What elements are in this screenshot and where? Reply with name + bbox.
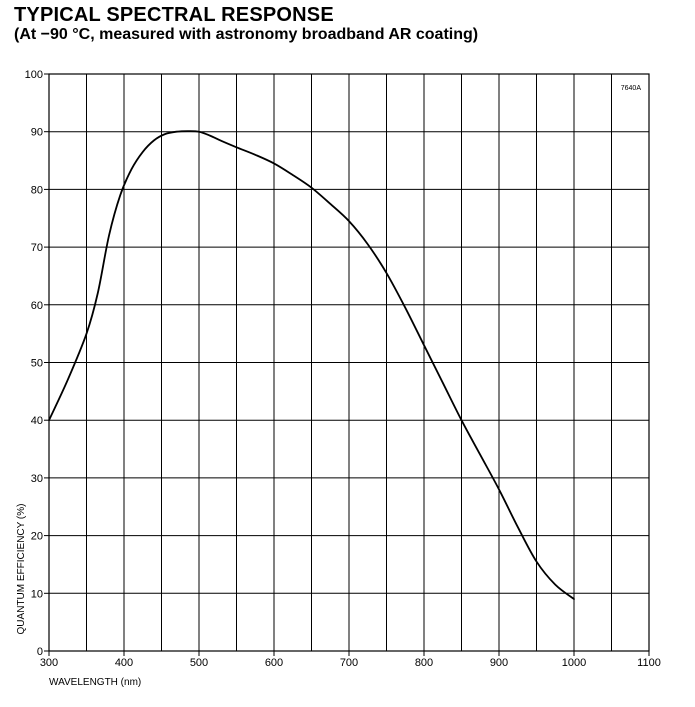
y-tick-label: 90 (31, 127, 43, 139)
axis-ticks: 300 400 500 600 700 800 900 1000 1100 0 10 20 30 40 50… (25, 69, 661, 669)
x-tick-label: 300 (40, 657, 58, 669)
y-tick-label: 40 (31, 415, 43, 427)
reference-code: 7640A (621, 85, 642, 92)
y-tick-label: 60 (31, 300, 43, 312)
x-tick-label: 400 (115, 657, 133, 669)
y-tick-label: 100 (25, 69, 43, 81)
x-axis-title: WAVELENGTH (nm) (49, 677, 141, 688)
x-tick-label: 900 (490, 657, 508, 669)
quantum-efficiency-line (48, 130, 575, 600)
y-tick-label: 10 (31, 588, 43, 600)
x-tick-label: 1100 (637, 657, 661, 669)
y-tick-label: 50 (31, 358, 43, 370)
x-tick-label: 1000 (562, 657, 586, 669)
x-tick-label: 800 (415, 657, 433, 669)
x-tick-label: 600 (265, 657, 283, 669)
y-tick-label: 30 (31, 473, 43, 485)
grid (49, 74, 649, 651)
x-tick-label: 500 (190, 657, 208, 669)
y-axis-title: QUANTUM EFFICIENCY (%) (16, 504, 27, 635)
x-tick-label: 700 (340, 657, 358, 669)
y-tick-label: 20 (31, 531, 43, 543)
y-tick-label: 0 (37, 646, 43, 658)
y-tick-label: 70 (31, 242, 43, 254)
chart-subtitle: (At −90 °C, measured with astronomy broa… (14, 26, 479, 43)
y-tick-label: 80 (31, 184, 43, 196)
chart-title: TYPICAL SPECTRAL RESPONSE (14, 4, 334, 26)
